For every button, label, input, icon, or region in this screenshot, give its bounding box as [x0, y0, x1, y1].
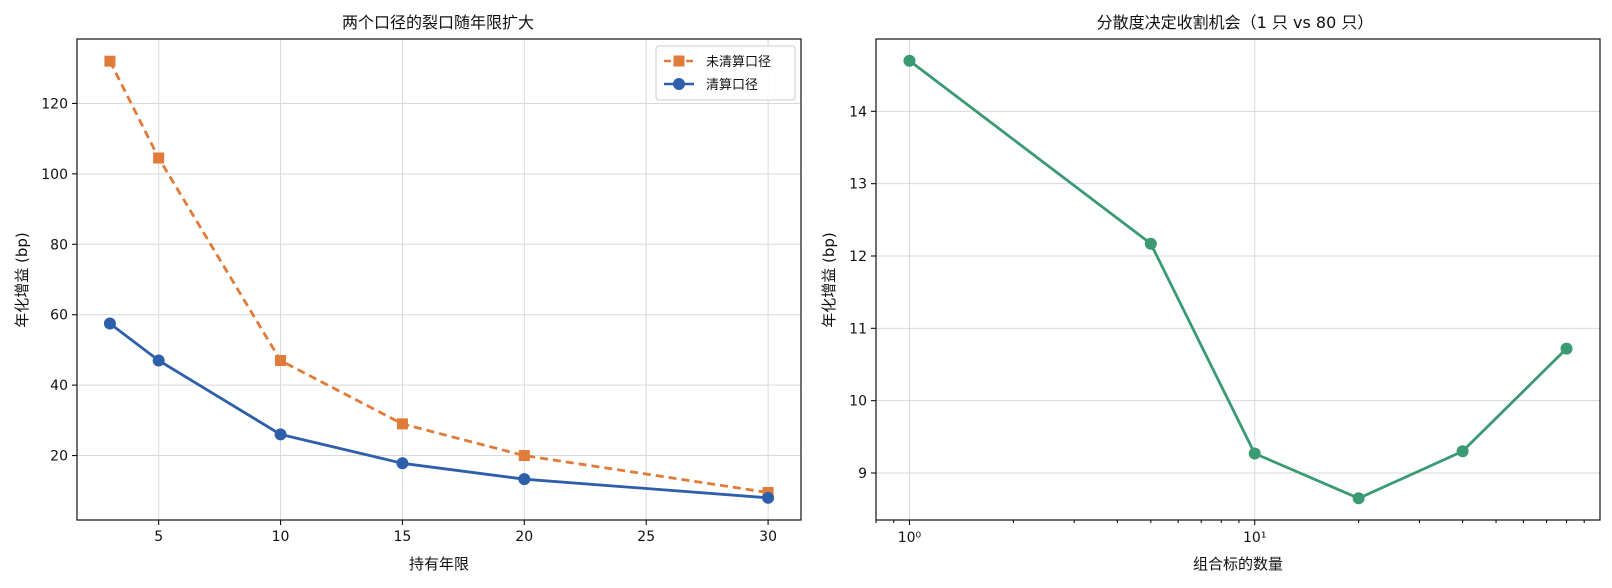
right-chart: 分散度决定收割机会（1 只 vs 80 只） 10⁰ 10¹ 9 10 11 12 13 14…: [820, 13, 1601, 573]
legend: 未清算口径 清算口径: [655, 45, 796, 101]
left-axis-ticks: 5 10 15 20 25 30 20 40 60 80 100 120: [41, 96, 777, 545]
right-plot-frame: [875, 38, 1601, 521]
legend-marker-unsettled: [673, 55, 685, 67]
y-tick-label: 20: [50, 449, 68, 465]
right-series: [903, 54, 1573, 505]
y-tick-label: 14: [849, 104, 867, 120]
legend-label-settled: 清算口径: [706, 78, 758, 93]
x-tick-label: 25: [637, 529, 655, 545]
legend-marker-settled: [673, 78, 685, 90]
data-point-circle: [396, 457, 409, 470]
x-tick-label: 15: [394, 529, 412, 545]
data-point-circle: [762, 491, 775, 504]
data-point-circle: [274, 428, 287, 441]
series-line-0: [908, 59, 1568, 500]
y-tick-label: 9: [858, 466, 867, 482]
data-point-circle: [152, 354, 165, 367]
x-tick-label: 10: [272, 529, 290, 545]
y-tick-label: 80: [50, 237, 68, 253]
data-point-circle: [1352, 492, 1365, 505]
right-y-axis-label: 年化增益 (bp): [820, 232, 838, 328]
y-tick-label: 12: [849, 249, 867, 265]
left-y-axis-label: 年化增益 (bp): [13, 232, 31, 328]
data-point-circle: [518, 473, 531, 486]
right-axis-ticks: 10⁰ 10¹ 9 10 11 12 13 14: [849, 104, 1585, 546]
y-tick-label: 100: [41, 167, 68, 183]
data-point-square: [275, 354, 287, 366]
left-x-axis-label: 持有年限: [409, 555, 469, 573]
data-point-square: [104, 55, 116, 67]
left-gridlines: [77, 39, 801, 520]
x-tick-label: 20: [515, 529, 533, 545]
left-chart-title: 两个口径的裂口随年限扩大: [342, 13, 534, 32]
left-chart: 两个口径的裂口随年限扩大 5 10 15 20 25 30 20 40 60 80 100 120 持…: [13, 13, 802, 573]
series-line-0: [108, 60, 769, 494]
y-tick-label: 40: [50, 378, 68, 394]
x-tick-label: 30: [759, 529, 777, 545]
data-point-circle: [103, 317, 116, 330]
data-point-circle: [1144, 237, 1157, 250]
series-line-1: [109, 322, 769, 500]
y-tick-label: 13: [849, 177, 867, 193]
x-tick-label: 10¹: [1243, 530, 1266, 546]
y-tick-label: 11: [849, 321, 867, 337]
y-tick-label: 10: [849, 394, 867, 410]
left-series: [103, 55, 775, 504]
x-tick-label: 5: [154, 529, 163, 545]
data-point-square: [518, 450, 530, 462]
x-tick-label: 10⁰: [898, 530, 922, 546]
y-tick-label: 120: [41, 96, 68, 112]
y-tick-label: 60: [50, 308, 68, 324]
legend-label-unsettled: 未清算口径: [706, 55, 771, 70]
data-point-circle: [1456, 445, 1469, 458]
data-point-square: [396, 418, 408, 430]
left-plot-frame: [76, 38, 802, 521]
right-x-axis-label: 组合标的数量: [1193, 555, 1283, 573]
legend-box: [655, 45, 796, 101]
data-point-square: [153, 152, 165, 164]
data-point-circle: [903, 54, 916, 67]
right-gridlines: [876, 39, 1600, 520]
data-point-circle: [1248, 447, 1261, 460]
data-point-circle: [1560, 342, 1573, 355]
right-chart-title: 分散度决定收割机会（1 只 vs 80 只）: [1097, 13, 1374, 32]
